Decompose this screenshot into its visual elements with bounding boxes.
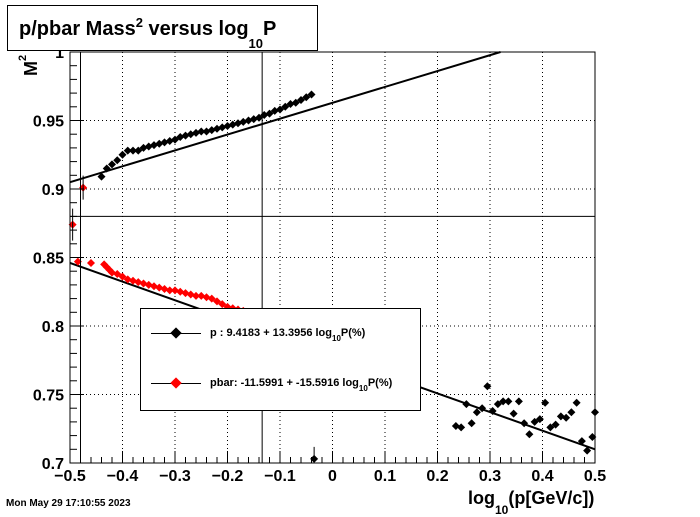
data-point-p: [197, 127, 206, 136]
y-tick-label: 0.95: [33, 114, 64, 131]
data-point-p: [488, 406, 497, 415]
data-point-p: [535, 415, 544, 424]
data-point-p: [123, 146, 132, 155]
data-point-p: [113, 156, 122, 165]
grid-layer: [70, 52, 595, 463]
data-point-p: [483, 382, 492, 391]
data-point-pbar: [87, 258, 95, 267]
data-point-p: [588, 432, 597, 441]
data-point-p: [307, 90, 316, 99]
data-point-pbar: [73, 257, 82, 266]
y-tick-label: 0.85: [33, 251, 64, 268]
fit-line-p: [69, 51, 501, 184]
data-point-pbar: [165, 286, 174, 295]
data-point-p: [129, 146, 137, 155]
x-tick-label: 0: [328, 468, 337, 485]
legend-entry-p: p : 9.4183 + 13.3956 log10P(%): [141, 313, 420, 353]
x-tick-label: −0.3: [159, 468, 191, 485]
data-point-p: [462, 400, 471, 409]
data-point-p: [572, 398, 581, 407]
data-point-p: [499, 397, 508, 406]
data-point-p: [562, 413, 571, 422]
data-point-pbar: [192, 291, 200, 300]
data-point-p: [509, 409, 518, 418]
x-tick-label: 0.1: [374, 468, 396, 485]
x-tick-label: −0.1: [264, 468, 296, 485]
data-point-p: [551, 420, 560, 429]
data-point-p: [577, 437, 586, 446]
timestamp: Mon May 29 17:10:55 2023: [6, 498, 131, 509]
y-tick-label: 1: [55, 45, 64, 62]
legend: p : 9.4183 + 13.3956 log10P(%) pbar: -11…: [140, 308, 421, 411]
data-point-p: [97, 172, 106, 181]
y-tick-label: 0.9: [42, 182, 64, 199]
data-point-p: [541, 398, 550, 407]
data-point-p: [102, 164, 111, 173]
data-point-p: [514, 397, 523, 406]
data-point-p: [520, 419, 529, 428]
x-axis-label: log10(p[GeV/c]): [468, 488, 595, 517]
x-tick-label: 0.4: [531, 468, 553, 485]
axis-layer: −0.5 −0.4 −0.3 −0.2 −0.1 0 0.1 0.2 0.3 0.4 0.5 0.7 0…: [33, 45, 606, 485]
x-tick-label: −0.5: [54, 468, 86, 485]
y-tick-label: 0.8: [42, 319, 64, 336]
y-tick-label: 0.75: [33, 388, 64, 405]
chart-title: p/pbar Mass2 versus log10P: [19, 15, 277, 51]
x-tick-label: 0.5: [584, 468, 606, 485]
data-point-p: [457, 423, 466, 432]
data-point-p: [478, 404, 487, 413]
legend-entry-pbar: pbar: -11.5991 + -15.5916 log10P(%): [141, 363, 420, 403]
legend-label-p: p : 9.4183 + 13.3956 log10P(%): [210, 327, 366, 343]
x-tick-label: −0.4: [107, 468, 139, 485]
x-tick-label: −0.2: [212, 468, 244, 485]
legend-label-pbar: pbar: -11.5991 + -15.5916 log10P(%): [210, 377, 393, 393]
data-point-p: [525, 430, 534, 439]
title-box: p/pbar Mass2 versus log10P: [7, 5, 318, 51]
x-tick-label: 0.3: [479, 468, 501, 485]
y-axis-label: M2: [17, 54, 41, 76]
data-point-p: [118, 150, 127, 159]
data-point-p: [472, 408, 481, 417]
data-point-p: [583, 446, 592, 455]
data-point-p: [108, 160, 116, 169]
y-tick-label: 0.7: [42, 456, 64, 473]
x-tick-label: 0.2: [426, 468, 448, 485]
legend-marker-p: [170, 327, 182, 339]
legend-marker-pbar: [170, 377, 182, 389]
data-point-p: [467, 419, 476, 428]
data-point-p: [504, 397, 513, 406]
data-point-p: [567, 408, 576, 417]
